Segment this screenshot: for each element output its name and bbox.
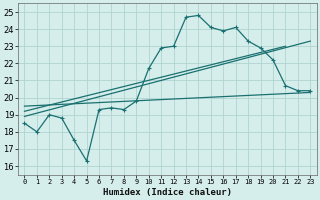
X-axis label: Humidex (Indice chaleur): Humidex (Indice chaleur) <box>103 188 232 197</box>
